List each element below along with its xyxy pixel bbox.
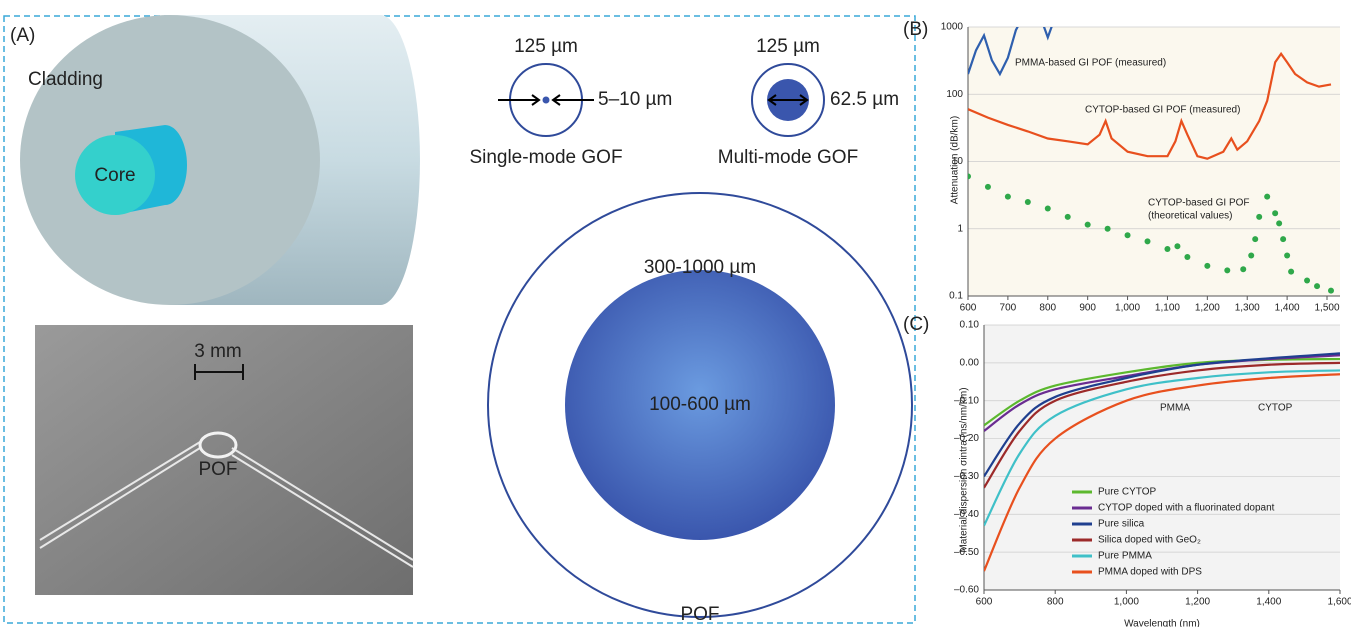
legend-label: Pure PMMA xyxy=(1098,551,1152,562)
data-point xyxy=(1105,226,1111,232)
cladding-label: Cladding xyxy=(28,69,103,90)
data-point xyxy=(1248,253,1254,259)
data-point xyxy=(1314,283,1320,289)
legend-label: PMMA doped with DPS xyxy=(1098,567,1202,578)
photo-label: POF xyxy=(198,459,237,480)
x-tick-label: 700 xyxy=(1000,303,1017,314)
data-point xyxy=(1264,194,1270,200)
legend-label: CYTOP doped with a fluorinated dopant xyxy=(1098,503,1275,514)
x-tick-label: 800 xyxy=(1039,303,1056,314)
core-label: Core xyxy=(94,165,135,186)
data-point xyxy=(1276,220,1282,226)
data-point xyxy=(1005,194,1011,200)
x-tick-label: 1,300 xyxy=(1235,303,1260,314)
data-point xyxy=(1184,254,1190,260)
fiber-cylinder xyxy=(20,15,420,305)
x-tick-label: 800 xyxy=(1047,597,1064,608)
single-mode-diagram xyxy=(498,64,594,136)
annotation: CYTOP-based GI POF xyxy=(1148,198,1250,209)
data-point xyxy=(985,184,991,190)
data-point xyxy=(1304,278,1310,284)
data-point xyxy=(1145,238,1151,244)
data-point xyxy=(1284,253,1290,259)
data-point xyxy=(1224,267,1230,273)
multi-mode-diagram xyxy=(752,64,824,136)
data-point xyxy=(1174,243,1180,249)
x-tick-label: 1,600 xyxy=(1327,597,1351,608)
y-axis-label: Material dispersion σintra (ns/nm/km) xyxy=(959,387,970,552)
x-tick-label: 900 xyxy=(1079,303,1096,314)
figure: (A) Cladding Core 3 mm POF 125 µm 5–10 µ… xyxy=(0,0,1351,627)
data-point xyxy=(1164,246,1170,252)
data-point xyxy=(1045,206,1051,212)
scale-label: 3 mm xyxy=(194,341,242,362)
data-point xyxy=(1025,199,1031,205)
annotation: PMMA-based GI POF (measured) xyxy=(1015,58,1166,69)
x-tick-label: 1,100 xyxy=(1155,303,1180,314)
data-point xyxy=(1256,214,1262,220)
y-tick-label: 100 xyxy=(946,89,963,100)
data-point xyxy=(1065,214,1071,220)
single-mode-name: Single-mode GOF xyxy=(469,147,622,168)
multi-mode-name: Multi-mode GOF xyxy=(718,147,858,168)
panel-label: (A) xyxy=(10,25,35,46)
y-axis-label: Attenuation (dB/km) xyxy=(950,116,961,204)
data-point xyxy=(1125,232,1131,238)
x-tick-label: 1,200 xyxy=(1195,303,1220,314)
x-tick-label: 1,000 xyxy=(1115,303,1140,314)
legend-label: Silica doped with GeO₂ xyxy=(1098,535,1201,546)
y-tick-label: 1000 xyxy=(941,22,964,33)
data-point xyxy=(1204,263,1210,269)
x-tick-label: 600 xyxy=(976,597,993,608)
panel-label: (C) xyxy=(903,314,929,335)
x-tick-label: 1,200 xyxy=(1185,597,1210,608)
legend-label: Pure silica xyxy=(1098,519,1145,530)
multi-mode-outer: 125 µm xyxy=(756,36,820,57)
data-point xyxy=(1240,266,1246,272)
y-tick-label: 0.10 xyxy=(960,320,980,331)
pof-core: 100-600 µm xyxy=(649,394,751,415)
panel-label: (B) xyxy=(903,19,928,40)
multi-mode-core: 62.5 µm xyxy=(830,89,899,110)
pof-name: POF xyxy=(680,604,719,625)
annotation: (theoretical values) xyxy=(1148,211,1232,222)
x-tick-label: 1,400 xyxy=(1256,597,1281,608)
data-point xyxy=(965,173,971,179)
y-tick-label: 0.1 xyxy=(949,291,963,302)
y-tick-label: 1 xyxy=(957,223,963,234)
annotation: CYTOP-based GI POF (measured) xyxy=(1085,105,1240,116)
pof-outer: 300-1000 µm xyxy=(644,257,756,278)
data-point xyxy=(1272,210,1278,216)
x-tick-label: 600 xyxy=(960,303,977,314)
y-tick-label: 0.00 xyxy=(960,357,980,368)
data-point xyxy=(1288,269,1294,275)
x-axis-label: Wavelength (nm) xyxy=(1124,619,1200,627)
x-tick-label: 1,500 xyxy=(1314,303,1339,314)
x-tick-label: 1,400 xyxy=(1275,303,1300,314)
data-point xyxy=(1328,288,1334,294)
legend-label: Pure CYTOP xyxy=(1098,487,1156,498)
x-tick-label: 1,000 xyxy=(1114,597,1139,608)
single-mode-core: 5–10 µm xyxy=(598,89,672,110)
structure-label: CYTOP xyxy=(1258,403,1293,414)
y-tick-label: –0.60 xyxy=(954,585,979,596)
structure-label: PMMA xyxy=(1160,403,1190,414)
data-point xyxy=(1280,236,1286,242)
data-point xyxy=(1252,236,1258,242)
single-mode-outer: 125 µm xyxy=(514,36,578,57)
data-point xyxy=(1085,222,1091,228)
